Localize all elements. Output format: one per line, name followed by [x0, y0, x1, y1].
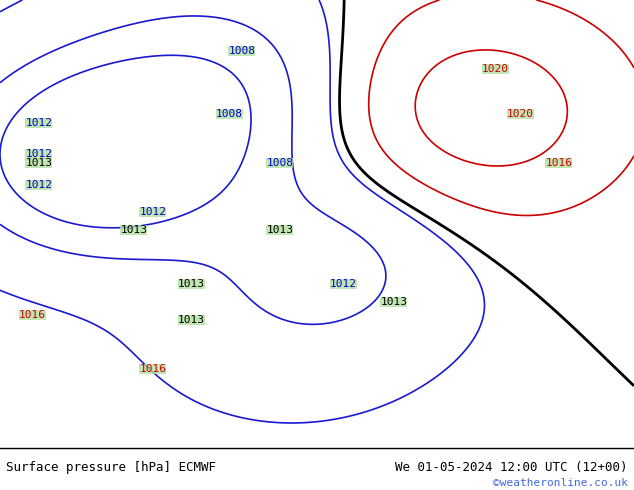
Text: 1013: 1013: [25, 158, 53, 168]
Text: 1012: 1012: [25, 118, 53, 127]
Text: 1016: 1016: [545, 158, 573, 168]
Text: 1020: 1020: [482, 64, 509, 74]
Text: We 01-05-2024 12:00 UTC (12+00): We 01-05-2024 12:00 UTC (12+00): [395, 461, 628, 474]
Text: ©weatheronline.co.uk: ©weatheronline.co.uk: [493, 478, 628, 488]
Text: 1008: 1008: [216, 109, 243, 119]
Text: 1012: 1012: [139, 207, 167, 217]
Text: 1013: 1013: [380, 297, 408, 307]
Text: 1012: 1012: [25, 180, 53, 190]
Text: 1016: 1016: [19, 310, 46, 320]
Text: 1013: 1013: [266, 225, 294, 235]
Text: 1016: 1016: [139, 364, 167, 374]
Text: 1008: 1008: [228, 46, 256, 56]
Text: 1013: 1013: [120, 225, 148, 235]
Text: Surface pressure [hPa] ECMWF: Surface pressure [hPa] ECMWF: [6, 461, 216, 474]
Text: 1013: 1013: [178, 279, 205, 289]
Text: 1020: 1020: [507, 109, 534, 119]
Text: 1012: 1012: [25, 149, 53, 159]
Text: 1008: 1008: [266, 158, 294, 168]
Text: 1012: 1012: [330, 279, 357, 289]
Text: 1013: 1013: [178, 315, 205, 325]
